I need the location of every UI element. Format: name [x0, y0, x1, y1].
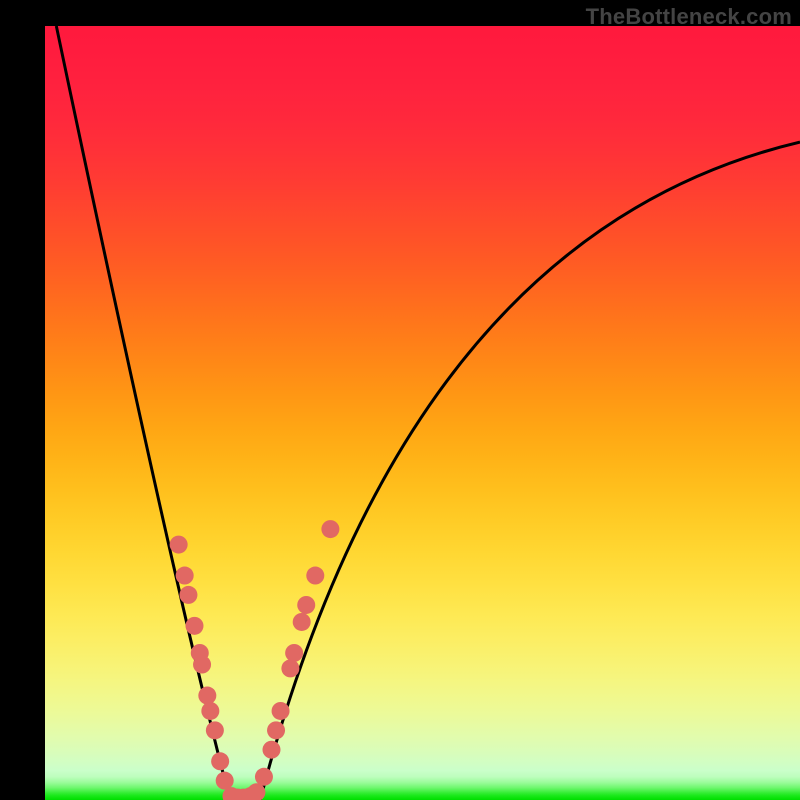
- plot-area: [45, 26, 800, 800]
- data-marker: [285, 644, 303, 662]
- data-marker: [185, 617, 203, 635]
- data-marker: [170, 536, 188, 554]
- data-marker: [306, 567, 324, 585]
- curve-left-branch: [56, 26, 230, 800]
- bottleneck-curve: [45, 26, 800, 800]
- curve-right-branch: [260, 142, 800, 800]
- data-marker: [297, 596, 315, 614]
- data-marker: [216, 772, 234, 790]
- data-marker: [321, 520, 339, 538]
- data-marker: [293, 613, 311, 631]
- data-marker: [176, 567, 194, 585]
- data-marker: [263, 741, 281, 759]
- data-marker: [206, 721, 224, 739]
- data-marker: [255, 768, 273, 786]
- data-marker: [193, 656, 211, 674]
- watermark-text: TheBottleneck.com: [586, 4, 792, 30]
- data-marker: [198, 687, 216, 705]
- data-markers: [170, 520, 340, 800]
- chart-root: { "watermark": { "text": "TheBottleneck.…: [0, 0, 800, 800]
- data-marker: [179, 586, 197, 604]
- data-marker: [211, 752, 229, 770]
- data-marker: [281, 659, 299, 677]
- data-marker: [272, 702, 290, 720]
- data-marker: [267, 721, 285, 739]
- data-marker: [201, 702, 219, 720]
